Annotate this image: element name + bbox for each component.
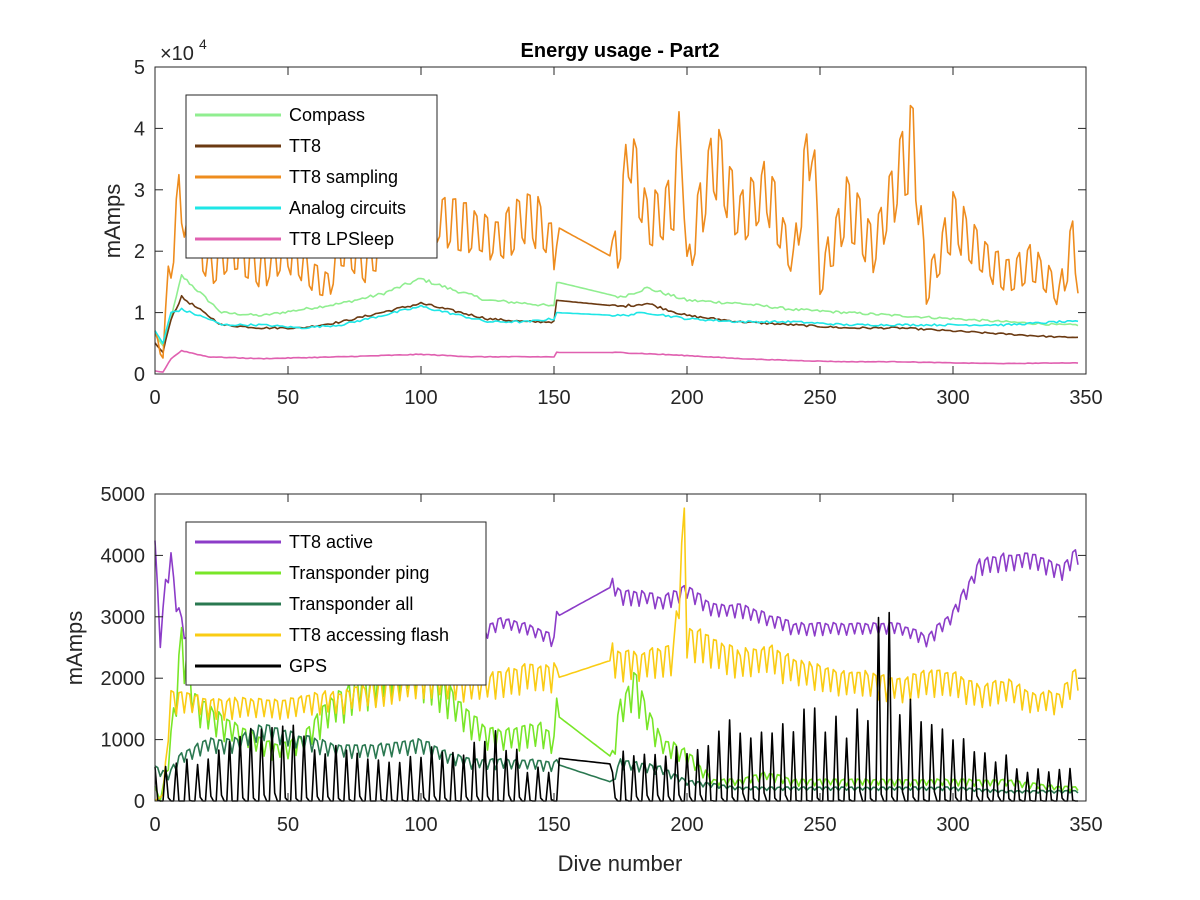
series-line-compass [154, 273, 1079, 347]
x-tick-label: 150 [537, 814, 570, 836]
x-tick-label: 300 [936, 814, 969, 836]
x-tick-label: 0 [149, 814, 160, 836]
legend-entry: TT8 active [289, 532, 373, 552]
series-line-transponder-ping [154, 626, 1079, 802]
y-tick-label: 2 [134, 241, 145, 263]
legend-entry: Compass [289, 105, 365, 125]
y-tick-label: 1000 [101, 730, 146, 752]
bottom-axes: 0 50 100 150 200 250 300 350 0 1000 2000 3000 4000 50… [62, 484, 1103, 876]
series-line-tt8-accessing-flash [154, 507, 1079, 802]
series-line-transponder-all [154, 724, 1079, 794]
legend-entry: TT8 [289, 136, 321, 156]
y-tick-label: 0 [134, 364, 145, 386]
y-tick-label: 3 [134, 180, 145, 202]
series-line-gps [154, 611, 1078, 802]
legend-entry: TT8 sampling [289, 167, 398, 187]
series-line-tt8-sampling [154, 104, 1079, 359]
x-tick-label: 150 [537, 387, 570, 409]
legend-entry: TT8 LPSleep [289, 229, 394, 249]
y-exponent-label: ×10 4 [160, 36, 207, 65]
series-line-analog-circuits [154, 304, 1079, 345]
bottom-y-axis-label: mAmps [62, 611, 87, 686]
y-exponent-power: 4 [199, 36, 207, 52]
legend-entry: Transponder all [289, 594, 413, 614]
top-axes-box [154, 66, 1087, 375]
y-tick-label: 3000 [101, 607, 146, 629]
x-tick-label: 200 [670, 387, 703, 409]
x-tick-label: 250 [803, 814, 836, 836]
y-exponent-base: ×10 [160, 43, 194, 65]
x-tick-label: 300 [936, 387, 969, 409]
series-line-tt8-lpsleep [154, 349, 1079, 373]
x-tick-label: 0 [149, 387, 160, 409]
bottom-axes-box [154, 493, 1087, 802]
top-ticks: 0 50 100 150 200 250 300 350 0 1 2 3 4 5 [134, 57, 1103, 409]
x-tick-label: 250 [803, 387, 836, 409]
x-tick-label: 350 [1069, 814, 1102, 836]
legend-entry: Analog circuits [289, 198, 406, 218]
legend-entry: TT8 accessing flash [289, 625, 449, 645]
top-legend: Compass TT8 TT8 sampling Analog circuits TT8… [185, 94, 438, 259]
y-tick-label: 1 [134, 303, 145, 325]
x-tick-label: 350 [1069, 387, 1102, 409]
legend-entry: GPS [289, 656, 327, 676]
x-tick-label: 100 [404, 387, 437, 409]
x-tick-label: 100 [404, 814, 437, 836]
bottom-legend: TT8 active Transponder ping Transponder al… [185, 521, 487, 686]
y-tick-label: 4000 [101, 545, 146, 567]
y-tick-label: 5 [134, 57, 145, 79]
legend-entry: Transponder ping [289, 563, 429, 583]
x-tick-label: 50 [277, 814, 299, 836]
x-axis-label: Dive number [558, 851, 683, 876]
chart-title: Energy usage - Part2 [521, 40, 720, 62]
top-series-lines [154, 104, 1079, 373]
top-axes: 0 50 100 150 200 250 300 350 0 1 2 3 4 5 Energy usage… [100, 36, 1103, 409]
y-tick-label: 4 [134, 118, 145, 140]
y-tick-label: 5000 [101, 484, 146, 506]
x-tick-label: 50 [277, 387, 299, 409]
top-y-axis-label: mAmps [100, 184, 125, 259]
x-tick-label: 200 [670, 814, 703, 836]
y-tick-label: 0 [134, 791, 145, 813]
y-tick-label: 2000 [101, 668, 146, 690]
